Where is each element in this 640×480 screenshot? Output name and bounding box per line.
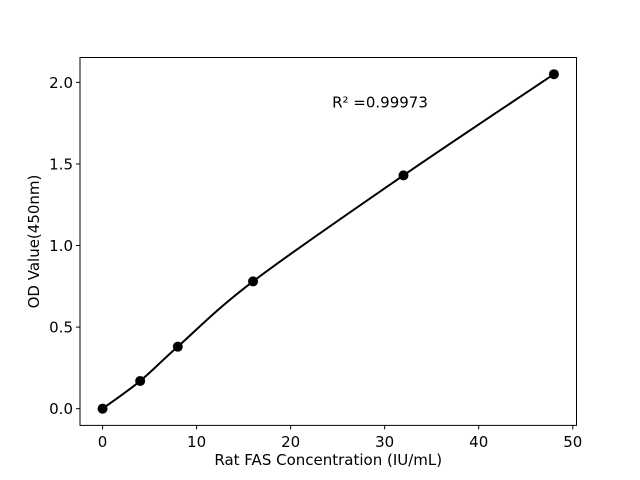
x-tick-label: 40 <box>469 433 488 451</box>
data-point-marker <box>548 69 559 80</box>
data-point-marker <box>248 276 259 287</box>
y-tick-label: 1.0 <box>49 237 73 255</box>
y-tick-label: 1.5 <box>49 155 73 173</box>
x-tick-label: 0 <box>98 433 108 451</box>
y-tick-label: 0.0 <box>49 400 73 418</box>
data-point-marker <box>97 403 108 414</box>
y-axis-label: OD Value(450nm) <box>25 175 43 309</box>
r-squared-annotation: R² =0.99973 <box>332 94 428 112</box>
data-point-marker <box>172 341 183 352</box>
data-series <box>97 69 559 414</box>
data-point-marker <box>135 375 146 386</box>
axes: 0 10 20 30 40 50 0.0 0.5 1.0 1.5 2.0 <box>49 57 582 451</box>
y-tick-label: 0.5 <box>49 319 73 337</box>
x-tick-label: 30 <box>375 433 394 451</box>
x-tick-label: 20 <box>281 433 300 451</box>
y-tick-label: 2.0 <box>49 74 73 92</box>
x-tick-label: 10 <box>187 433 206 451</box>
x-axis-label: Rat FAS Concentration (IU/mL) <box>214 451 442 469</box>
x-tick-label: 50 <box>563 433 582 451</box>
plot-spines <box>79 57 577 426</box>
data-point-marker <box>398 170 409 181</box>
fit-curve-line <box>101 73 555 410</box>
